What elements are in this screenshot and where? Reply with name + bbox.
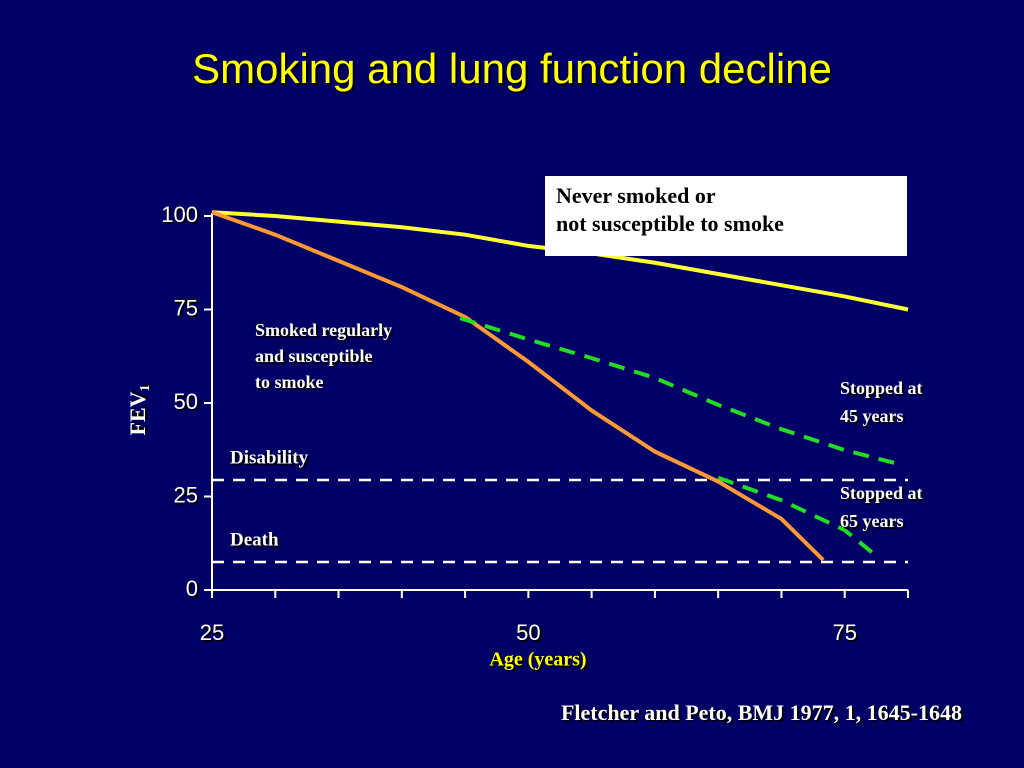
series-label: and susceptible: [255, 346, 373, 366]
x-tick-label: 75: [832, 620, 856, 645]
y-tick-label: 25: [174, 482, 198, 507]
legend-box: [545, 176, 907, 256]
x-tick-label: 50: [516, 620, 540, 645]
series-label: Never smoked or: [556, 183, 716, 208]
series-label: 65 years: [840, 511, 903, 531]
series-label: 45 years: [840, 406, 903, 426]
series-line: [211, 210, 825, 562]
x-tick-label: 25: [200, 620, 224, 645]
y-tick-label: 50: [174, 389, 198, 414]
y-axis-label-subscript: 1: [138, 385, 153, 392]
series-label: to smoke: [255, 372, 324, 392]
y-tick-label: 100: [161, 202, 198, 227]
y-tick-label: 0: [186, 576, 198, 601]
y-axis-label: FEV1: [125, 385, 153, 436]
series-line: [717, 475, 877, 557]
reference-label: Disability: [230, 447, 309, 468]
series-label: Smoked regularly: [255, 320, 392, 340]
reference-label: Death: [230, 529, 279, 550]
series-line: [459, 316, 904, 468]
y-tick-label: 75: [174, 295, 198, 320]
x-axis-label: Age (years): [489, 649, 586, 671]
chart-title: Smoking and lung function decline: [192, 45, 832, 92]
series-label: Stopped at: [840, 483, 923, 503]
series-label: Stopped at: [840, 378, 923, 398]
source: Fletcher and Peto, BMJ 1977, 1, 1645-164…: [561, 700, 962, 725]
series-label: not susceptible to smoke: [556, 211, 784, 236]
y-axis-label-text: FEV: [125, 391, 150, 435]
